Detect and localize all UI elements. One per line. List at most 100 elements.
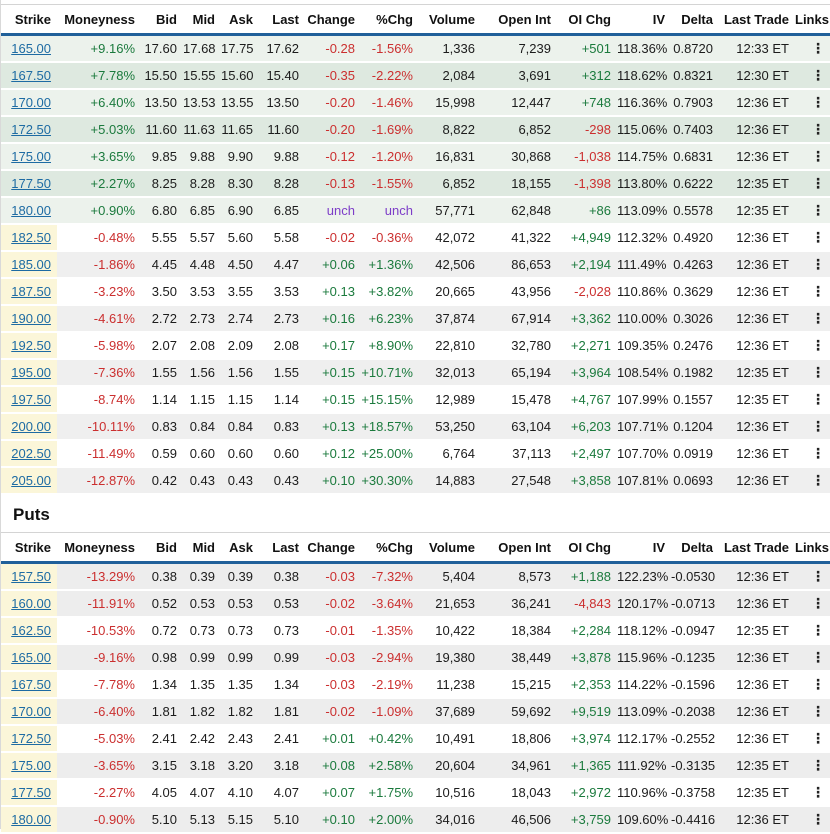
cell-volume: 42,506 [419,251,481,279]
row-menu-icon[interactable]: ⋮ [811,148,825,164]
cell-last-trade: 12:36 ET [719,467,795,495]
strike-link[interactable]: 160.00 [11,596,51,611]
cell-pchg: -1.55% [361,170,419,198]
cell-delta: -0.1596 [671,671,719,699]
strike-link[interactable]: 205.00 [11,473,51,488]
strike-link[interactable]: 172.50 [11,731,51,746]
row-menu-icon[interactable]: ⋮ [811,40,825,56]
row-menu-icon[interactable]: ⋮ [811,595,825,611]
cell-open-int: 18,806 [481,725,557,753]
strike-link[interactable]: 200.00 [11,419,51,434]
cell-open-int: 15,215 [481,671,557,699]
row-menu-icon[interactable]: ⋮ [811,229,825,245]
strike-link[interactable]: 177.50 [11,176,51,191]
strike-link[interactable]: 180.00 [11,812,51,827]
row-menu-icon[interactable]: ⋮ [811,283,825,299]
strike-link[interactable]: 165.00 [11,650,51,665]
row-menu-icon[interactable]: ⋮ [811,121,825,137]
strike-link[interactable]: 172.50 [11,122,51,137]
cell-last-trade: 12:35 ET [719,386,795,414]
cell-mid: 1.56 [183,359,221,387]
cell-pchg: unch [361,197,419,225]
cell-last-trade: 12:36 ET [719,116,795,144]
cell-iv: 122.23% [617,562,671,591]
strike-link[interactable]: 177.50 [11,785,51,800]
row-menu-icon[interactable]: ⋮ [811,730,825,746]
strike-link[interactable]: 202.50 [11,446,51,461]
row-menu-icon[interactable]: ⋮ [811,94,825,110]
row-menu-icon[interactable]: ⋮ [811,784,825,800]
cell-mid: 0.84 [183,413,221,441]
cell-delta: -0.1235 [671,644,719,672]
cell-bid: 9.85 [141,143,183,171]
row-menu-icon[interactable]: ⋮ [811,391,825,407]
cell-strike: 157.50 [1,562,57,591]
row-menu-icon[interactable]: ⋮ [811,67,825,83]
cell-last: 3.53 [259,278,305,306]
row-menu-icon[interactable]: ⋮ [811,649,825,665]
row-menu-icon[interactable]: ⋮ [811,703,825,719]
cell-strike: 162.50 [1,617,57,645]
row-menu-icon[interactable]: ⋮ [811,676,825,692]
cell-strike: 167.50 [1,62,57,90]
cell-open-int: 34,961 [481,752,557,780]
strike-link[interactable]: 157.50 [11,569,51,584]
row-menu-icon[interactable]: ⋮ [811,310,825,326]
option-row: 185.00 -1.86% 4.45 4.48 4.50 4.47 +0.06 +1.36% 4… [1,251,830,279]
cell-open-int: 8,573 [481,562,557,591]
cell-iv: 109.35% [617,332,671,360]
cell-volume: 37,689 [419,698,481,726]
strike-link[interactable]: 185.00 [11,257,51,272]
row-menu-icon[interactable]: ⋮ [811,568,825,584]
cell-open-int: 15,478 [481,386,557,414]
cell-mid: 0.99 [183,644,221,672]
strike-link[interactable]: 165.00 [11,41,51,56]
cell-iv: 111.49% [617,251,671,279]
strike-link[interactable]: 175.00 [11,149,51,164]
cell-strike: 160.00 [1,590,57,618]
cell-links: ⋮ [795,413,830,441]
strike-link[interactable]: 167.50 [11,677,51,692]
strike-link[interactable]: 167.50 [11,68,51,83]
strike-link[interactable]: 187.50 [11,284,51,299]
strike-link[interactable]: 182.50 [11,230,51,245]
cell-oi-chg: -2,028 [557,278,617,306]
strike-link[interactable]: 190.00 [11,311,51,326]
strike-link[interactable]: 192.50 [11,338,51,353]
strike-link[interactable]: 162.50 [11,623,51,638]
cell-iv: 115.96% [617,644,671,672]
strike-link[interactable]: 170.00 [11,95,51,110]
row-menu-icon[interactable]: ⋮ [811,445,825,461]
option-row: 172.50 -5.03% 2.41 2.42 2.43 2.41 +0.01 +0.42% 1… [1,725,830,753]
row-menu-icon[interactable]: ⋮ [811,364,825,380]
cell-last: 2.08 [259,332,305,360]
cell-mid: 0.39 [183,562,221,591]
row-menu-icon[interactable]: ⋮ [811,622,825,638]
row-menu-icon[interactable]: ⋮ [811,472,825,488]
row-menu-icon[interactable]: ⋮ [811,175,825,191]
row-menu-icon[interactable]: ⋮ [811,337,825,353]
row-menu-icon[interactable]: ⋮ [811,418,825,434]
column-header-open-int: Open Int [481,532,557,564]
cell-iv: 107.71% [617,413,671,441]
row-menu-icon[interactable]: ⋮ [811,256,825,272]
row-menu-icon[interactable]: ⋮ [811,202,825,218]
cell-change: -0.02 [305,698,361,726]
row-menu-icon[interactable]: ⋮ [811,757,825,773]
column-header-pchg: %Chg [361,4,419,36]
strike-link[interactable]: 195.00 [11,365,51,380]
cell-oi-chg: +2,194 [557,251,617,279]
cell-iv: 118.62% [617,62,671,90]
cell-strike: 187.50 [1,278,57,306]
strike-link[interactable]: 180.00 [11,203,51,218]
strike-link[interactable]: 170.00 [11,704,51,719]
row-menu-icon[interactable]: ⋮ [811,811,825,827]
strike-link[interactable]: 197.50 [11,392,51,407]
option-row: 170.00 -6.40% 1.81 1.82 1.82 1.81 -0.02 -1.09% 3… [1,698,830,726]
cell-last-trade: 12:36 ET [719,413,795,441]
cell-bid: 0.72 [141,617,183,645]
strike-link[interactable]: 175.00 [11,758,51,773]
cell-volume: 6,764 [419,440,481,468]
cell-moneyness: -11.91% [57,590,141,618]
cell-delta: 0.0693 [671,467,719,495]
